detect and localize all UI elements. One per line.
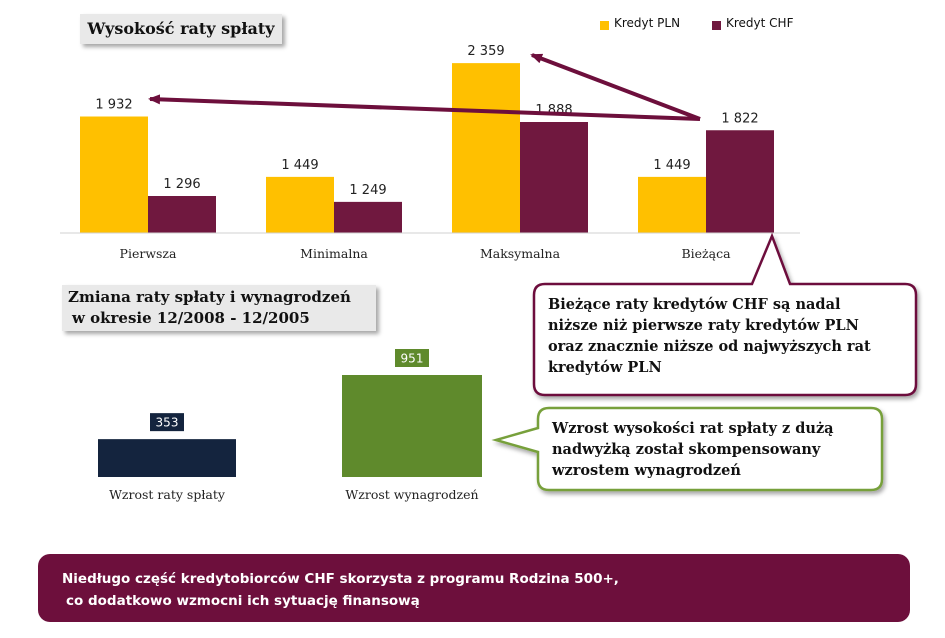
bar-pierwsza-pln [80, 116, 148, 233]
chart2-bars: 353 Wzrost raty spłaty 951 Wzrost wynagrodz… [98, 349, 482, 502]
legend-swatch-chf [712, 21, 721, 30]
chart1-bars [80, 63, 774, 233]
category-label-wzrost-rata: Wzrost raty spłaty [109, 487, 226, 502]
callout-first-line2: niższe niż pierwsze raty kredytów PLN [548, 317, 859, 334]
category-label-pierwsza: Pierwsza [120, 246, 177, 261]
callout-second-line1: Wzrost wysokości rat spłaty z dużą [552, 420, 834, 437]
data-label-bieżąca-chf: 1 822 [721, 111, 758, 126]
category-label-minimalna: Minimalna [300, 246, 368, 261]
callout-first-line1: Bieżące raty kredytów CHF są nadal [548, 296, 841, 313]
callout-first-shape [532, 232, 918, 397]
chart2-title-line1: Zmiana raty spłaty i wynagrodzeń [68, 288, 351, 306]
callout-second-text: Wzrost wysokości rat spłaty z dużą nadwy… [552, 418, 834, 481]
chart1-title-text: Wysokość raty spłaty [87, 19, 275, 38]
category-label-maksymalna: Maksymalna [480, 246, 561, 261]
banner-line2: co dodatkowo wzmocni ich sytuację finans… [66, 593, 420, 609]
chart1-labels: 1 932 1 296 Pierwsza 1 449 1 249 Minimalna 2 3… [95, 44, 758, 261]
data-label-pierwsza-pln: 1 932 [95, 98, 132, 113]
bottom-banner-text: Niedługo część kredytobiorców CHF skorzy… [62, 568, 882, 612]
data-label-minimalna-chf: 1 249 [349, 183, 386, 198]
bar-minimalna-pln [266, 176, 334, 233]
data-label-pierwsza-chf: 1 296 [163, 177, 200, 192]
callout-first-text: Bieżące raty kredytów CHF są nadal niższ… [548, 294, 871, 378]
legend-label-pln: Kredyt PLN [614, 16, 681, 30]
callout-second-shape [491, 406, 884, 492]
callout-first-line3: oraz znacznie niższe od najwyższych rat [548, 338, 871, 355]
bar-bieżąca-chf [706, 130, 774, 233]
data-label-minimalna-pln: 1 449 [281, 158, 318, 173]
bar-bieżąca-pln [638, 176, 706, 233]
arrow-to-first-pln [148, 94, 701, 121]
banner-line1: Niedługo część kredytobiorców CHF skorzy… [62, 571, 619, 587]
callout-second-line2: nadwyżką został skompensowany [552, 441, 821, 458]
callout-first-line4: kredytów PLN [548, 359, 662, 376]
value-box-wynagrodzenia [395, 349, 429, 367]
data-label-wzrost-wynagrodzenia: 951 [401, 352, 424, 366]
bar-pierwsza-chf [148, 196, 216, 233]
bar-maksymalna-chf [520, 122, 588, 233]
callout-second-line3: wzrostem wynagrodzeń [552, 462, 741, 479]
chart2-title: Zmiana raty spłaty i wynagrodzeń w okres… [62, 285, 376, 331]
category-label-wzrost-wynagrodzenia: Wzrost wynagrodzeń [345, 487, 478, 502]
bar-wzrost-wynagrodzenia [342, 375, 482, 477]
legend-label-chf: Kredyt CHF [726, 16, 794, 30]
chart1-title: Wysokość raty spłaty [80, 14, 282, 44]
value-box-rata [150, 413, 184, 432]
data-label-wzrost-rata: 353 [156, 416, 179, 430]
legend-swatch-pln [600, 21, 609, 30]
arrow-to-max-pln [530, 53, 701, 121]
chart2-title-line2: w okresie 12/2008 - 12/2005 [72, 309, 310, 327]
data-label-maksymalna-pln: 2 359 [467, 44, 504, 59]
bar-maksymalna-pln [452, 63, 520, 233]
data-label-bieżąca-pln: 1 449 [653, 158, 690, 173]
bar-minimalna-chf [334, 201, 402, 233]
bottom-banner [38, 554, 910, 622]
bar-wzrost-rata [98, 439, 236, 477]
category-label-bieżąca: Bieżąca [681, 246, 731, 261]
